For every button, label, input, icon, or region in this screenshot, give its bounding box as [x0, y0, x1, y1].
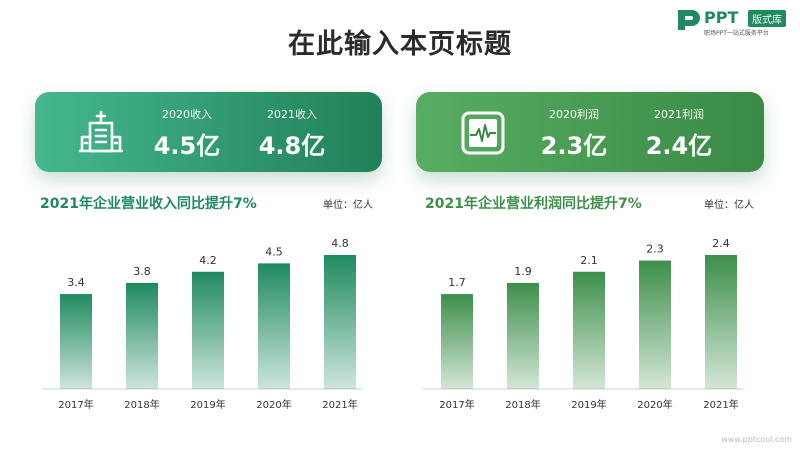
- stat-label: 2021利润: [654, 108, 704, 121]
- x-tick-label: 2020年: [637, 398, 672, 411]
- x-tick-label: 2017年: [439, 398, 474, 411]
- logo-brand-text: PPT: [704, 8, 739, 27]
- bar: [441, 294, 473, 389]
- stat-value: 2.3亿: [540, 132, 608, 160]
- data-label: 1.9: [514, 265, 532, 278]
- profit-summary-card: 2020利润 2.3亿 2021利润 2.4亿: [416, 92, 764, 172]
- stat-2021-revenue: 2021收入 4.8亿: [247, 106, 337, 161]
- logo-badge: 版式库: [748, 10, 786, 27]
- revenue-chart-title: 2021年企业营业收入同比提升7%: [40, 196, 257, 212]
- stat-label: 2020利润: [549, 108, 599, 121]
- stat-2021-profit: 2021利润 2.4亿: [634, 106, 724, 161]
- x-tick-label: 2019年: [190, 398, 225, 411]
- bar: [507, 282, 539, 389]
- building-icon: [79, 110, 123, 153]
- x-tick-label: 2021年: [703, 398, 738, 411]
- bar: [60, 294, 92, 389]
- stat-label: 2020收入: [162, 108, 212, 121]
- x-tick-label: 2018年: [124, 398, 159, 411]
- bar: [639, 260, 671, 389]
- x-tick-label: 2019年: [571, 398, 606, 411]
- revenue-summary-card: 2020收入 4.5亿 2021收入 4.8亿: [35, 92, 382, 172]
- stat-value: 4.8亿: [258, 132, 326, 160]
- profit-chart-title: 2021年企业营业利润同比提升7%: [425, 196, 642, 212]
- bar: [705, 255, 737, 389]
- bar: [258, 263, 290, 389]
- logo-mark-icon: [678, 10, 700, 30]
- data-label: 4.2: [199, 254, 217, 267]
- x-tick-label: 2018年: [505, 398, 540, 411]
- stat-value: 4.5亿: [153, 132, 221, 160]
- stat-label: 2021收入: [267, 108, 317, 121]
- data-label: 2.4: [712, 237, 730, 250]
- data-label: 2.1: [580, 254, 598, 267]
- data-label: 3.4: [67, 276, 85, 289]
- monitor-pulse-icon: [461, 111, 505, 155]
- x-tick-label: 2021年: [322, 398, 357, 411]
- data-label: 4.5: [265, 245, 283, 258]
- x-tick-label: 2017年: [58, 398, 93, 411]
- bar: [192, 271, 224, 389]
- bar: [324, 255, 356, 389]
- footer-url: www.pptcool.com: [721, 435, 792, 444]
- bar: [573, 271, 605, 389]
- page-title: 在此输入本页标题: [288, 29, 512, 60]
- stat-2020-revenue: 2020收入 4.5亿: [142, 106, 232, 161]
- profit-chart-unit: 单位：亿人: [704, 200, 754, 211]
- x-tick-label: 2020年: [256, 398, 291, 411]
- data-label: 2.3: [646, 243, 664, 256]
- stat-value: 2.4亿: [645, 132, 713, 160]
- bar: [126, 282, 158, 389]
- data-label: 4.8: [331, 237, 349, 250]
- data-label: 3.8: [133, 265, 151, 278]
- data-label: 1.7: [448, 276, 466, 289]
- stat-2020-profit: 2020利润 2.3亿: [529, 106, 619, 161]
- revenue-chart-unit: 单位：亿人: [323, 200, 373, 211]
- brand-logo: PPT 版式库 职场PPT一站式服务平台: [676, 8, 796, 40]
- profit-bar-chart: 1.7 2017年 1.9 2018年 2.1 2019年 2.3 2020年 2.4 2021年: [423, 237, 743, 411]
- logo-tagline: 职场PPT一站式服务平台: [704, 30, 769, 37]
- revenue-bar-chart: 3.4 2017年 3.8 2018年 4.2 2019年 4.5 2020年 4.8 2021年: [42, 237, 362, 411]
